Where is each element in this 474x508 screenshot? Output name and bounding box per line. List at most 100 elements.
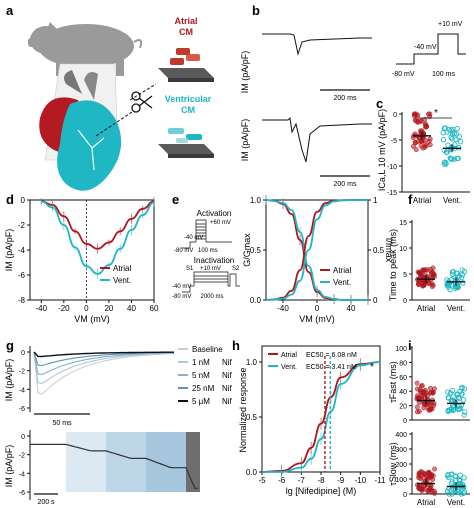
f-dot-atrial — [429, 284, 435, 290]
d-legend-vent: Vent. — [113, 276, 131, 285]
heart-illustration — [39, 70, 122, 191]
c-ylabel: ICa,L 10 mV (pA/pF) — [377, 109, 387, 191]
h-significance: * — [370, 362, 374, 373]
panel-letter-b: b — [252, 3, 260, 18]
i-top-dot-atrial — [421, 405, 427, 411]
pig-illustration — [28, 22, 143, 76]
e-legend-atrial: Atrial — [333, 266, 351, 275]
i-cat-vent: Vent. — [447, 498, 465, 507]
h-legend-atrial: Atrial — [281, 352, 297, 359]
g-legend-conc: 5 nM — [192, 371, 210, 380]
i-top-dot-vent — [455, 406, 462, 413]
b-v-hold1: -40 mV — [414, 44, 437, 51]
d-x-tick-label: 60 — [150, 304, 159, 313]
g-trace-1 — [33, 351, 175, 385]
e-ylabel-right: I/Imax — [384, 238, 394, 263]
h-y-tick-label: 0.0 — [246, 468, 258, 477]
f-y-ticks: 0 5 10 15 — [399, 220, 412, 305]
e-act-v-hold0: -80 mV — [174, 248, 193, 254]
e-inact-v-step: +10 mV — [200, 266, 221, 272]
f-y-tick-label: 15 — [399, 220, 407, 227]
h-x-ticks: -5 -6 -7 -8 -9 -10 -11 — [258, 472, 386, 485]
i-top-dot-atrial — [414, 409, 420, 415]
i-bottom-dot-atrial — [428, 473, 434, 479]
b-ylabel-bottom: IM (pA/pF) — [240, 119, 250, 162]
cut-line-2 — [129, 83, 157, 101]
e-y-tick-label-left: 0.5 — [250, 246, 262, 255]
e-x-ticks: -40 0 40 — [277, 300, 356, 313]
atrial-cell-dish — [158, 48, 214, 82]
e-act-line-vent — [265, 199, 368, 301]
i-bottom-y-tick-label: 200 — [395, 462, 407, 469]
i-bottom-dot-vent — [452, 473, 459, 479]
ventricular-cm-label-1: Ventricular — [165, 94, 212, 104]
g-y-tick-label-bottom: -4 — [19, 471, 25, 478]
g-timecourse-blocks — [66, 432, 200, 492]
panel-f: f Time to peak (ms) 0 5 10 15 Atrial Vent. — [388, 192, 470, 313]
i-top-dot-atrial — [414, 404, 420, 410]
f-dot-vent — [456, 273, 462, 279]
c-dot-vent — [441, 159, 448, 165]
i-y-ticks-top: 0 20 40 60 80 100 — [395, 346, 412, 425]
g-ylabel-top: IM (pA/pF) — [4, 359, 14, 402]
panel-b: b IM (pA/pF) 200 ms IM (pA/pF) 200 ms +1… — [240, 3, 466, 188]
g-traces — [33, 351, 175, 395]
e-y-tick-label-right: 1 — [373, 196, 378, 205]
c-dot-vent — [454, 155, 460, 162]
d-ylabel: IM (pA/pF) — [4, 229, 14, 272]
h-xlabel: lg [Nifedipine] (M) — [286, 486, 357, 496]
g-trace-0 — [33, 351, 175, 395]
e-act-line-atrial — [265, 199, 368, 301]
i-ylabel-top: τFast (ms) — [388, 361, 398, 403]
panel-letter-e: e — [172, 192, 179, 207]
d-y-tick-label: -6 — [18, 271, 26, 280]
g-legend-drug: Nif — [222, 397, 233, 406]
e-series — [265, 195, 369, 305]
i-top-y-tick-label: 60 — [399, 375, 407, 382]
e-act-duration: 100 ms — [198, 248, 218, 254]
i-top-dot-atrial — [431, 400, 437, 406]
c-dot-atrial — [420, 145, 426, 151]
i-bottom-dot-vent — [461, 475, 467, 481]
g-trace-2 — [33, 351, 175, 376]
i-top-dot-vent — [460, 397, 467, 403]
d-y-tick-label: -2 — [18, 221, 26, 230]
f-cat-atrial: Atrial — [417, 304, 435, 313]
i-top-dot-vent — [461, 412, 467, 418]
i-top-y-tick-label: 0 — [403, 418, 407, 425]
g-y-ticks-top: 0 -2 -4 -6 — [19, 350, 30, 413]
f-dot-vent — [455, 283, 461, 289]
e-legend-vent: Vent. — [333, 278, 351, 287]
i-bottom-y-tick-label: 300 — [395, 447, 407, 454]
b-trace-atrial — [262, 33, 372, 56]
e-inact-v-hold1: -40 mV — [172, 284, 191, 290]
e-inactivation-title: Inactivation — [194, 256, 234, 265]
g-y-tick-label-bottom: -6 — [19, 490, 25, 497]
i-bottom-dot-vent — [445, 472, 451, 478]
c-y-tick-label: 0 — [393, 112, 397, 119]
panel-letter-c: c — [376, 96, 383, 111]
i-bottom-y-tick-label: 100 — [395, 477, 407, 484]
i-top-dot-atrial — [427, 407, 433, 413]
h-x-tick-label: -5 — [258, 476, 266, 485]
i-top-dot-vent — [455, 394, 462, 400]
c-significance: * — [434, 108, 438, 119]
f-dots — [415, 265, 467, 293]
scissors-icon — [131, 91, 153, 113]
d-legend-atrial: Atrial — [113, 264, 131, 273]
h-x-tick-label: -11 — [375, 476, 387, 485]
i-top-dot-atrial — [430, 390, 436, 396]
i-top-dot-atrial — [418, 389, 424, 395]
g-legend-drug: Nif — [222, 371, 233, 380]
c-y-tick-label: -10 — [387, 164, 397, 171]
i-top-dot-vent — [461, 386, 468, 392]
panel-letter-a: a — [6, 3, 14, 18]
h-y-ticks: 0.0 0.5 1.0 — [246, 358, 262, 477]
panel-a: a Atria — [6, 3, 214, 191]
h-legend-vent: Vent. — [281, 364, 297, 371]
f-cat-vent: Vent. — [447, 304, 465, 313]
c-dot-vent — [440, 130, 446, 136]
e-y-tick-label-right: 0.5 — [373, 246, 385, 255]
i-top-dot-atrial — [427, 385, 433, 391]
d-y-tick-label: 0 — [21, 196, 26, 205]
